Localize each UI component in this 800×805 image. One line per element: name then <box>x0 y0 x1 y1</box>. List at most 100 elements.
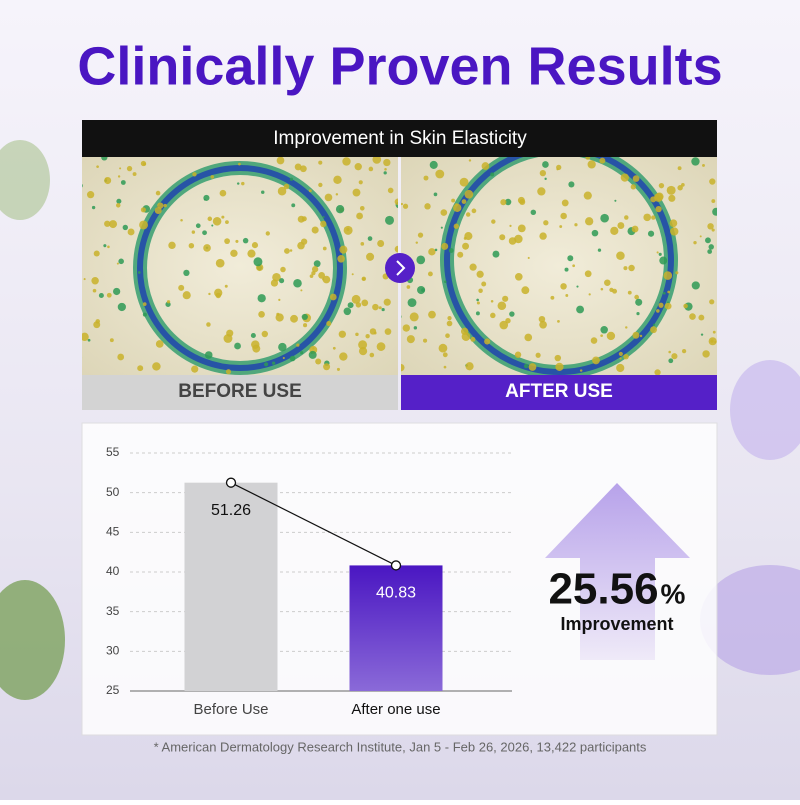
texture-dot <box>343 225 353 235</box>
texture-dot <box>105 177 108 180</box>
texture-dot <box>628 264 635 272</box>
texture-dot <box>154 206 162 215</box>
texture-dot <box>509 224 512 227</box>
texture-dot <box>441 242 449 250</box>
texture-dot <box>137 365 144 372</box>
texture-dot <box>294 163 302 171</box>
texture-dot <box>537 187 546 196</box>
texture-dot <box>539 232 547 240</box>
texture-dot <box>282 356 285 360</box>
texture-dot <box>671 353 678 360</box>
texture-dot <box>183 269 190 277</box>
texture-dot <box>132 172 137 176</box>
texture-dot <box>235 239 239 243</box>
texture-dot <box>313 260 321 268</box>
texture-dot <box>180 218 183 222</box>
texture-dot <box>372 157 382 164</box>
texture-dot <box>658 252 662 256</box>
value-label: 51.26 <box>211 502 251 519</box>
texture-dot <box>309 274 314 279</box>
texture-dot <box>238 162 241 166</box>
texture-dot <box>618 351 623 356</box>
texture-dot <box>610 226 619 235</box>
texture-dot <box>365 334 370 339</box>
texture-dot <box>335 205 345 214</box>
texture-dot <box>351 273 354 276</box>
texture-dot <box>656 309 660 313</box>
texture-dot <box>407 298 417 308</box>
texture-dot <box>655 205 662 213</box>
texture-dot <box>383 298 391 306</box>
texture-dot <box>557 320 560 323</box>
texture-dot <box>202 230 207 236</box>
texture-dot <box>588 293 591 296</box>
texture-dot <box>517 196 525 204</box>
texture-dot <box>96 165 99 169</box>
texture-dot <box>290 314 298 323</box>
texture-dot <box>115 203 121 208</box>
texture-dot <box>377 240 385 247</box>
texture-dot <box>667 290 671 294</box>
texture-dot <box>401 363 405 372</box>
texture-dot <box>82 357 83 359</box>
y-tick-label: 25 <box>106 683 120 697</box>
texture-dot <box>241 181 245 186</box>
texture-dot <box>465 212 471 217</box>
texture-dot <box>401 202 404 206</box>
texture-dot <box>265 231 270 236</box>
texture-dot <box>650 326 657 334</box>
texture-dot <box>555 362 564 371</box>
texture-dot <box>219 189 227 197</box>
texture-dot <box>597 248 602 252</box>
texture-dot <box>543 220 549 226</box>
texture-dot <box>191 365 199 373</box>
texture-dot <box>139 220 149 230</box>
callout-unit: % <box>661 578 686 609</box>
after-label-box <box>401 375 717 410</box>
texture-dot <box>609 287 614 292</box>
texture-dot <box>271 361 276 365</box>
texture-dot <box>574 223 578 227</box>
texture-dot <box>606 331 616 341</box>
texture-dot <box>143 162 147 166</box>
texture-dot <box>103 244 107 248</box>
texture-dot <box>116 198 122 204</box>
texture-dot <box>614 199 617 202</box>
texture-dot <box>279 278 285 284</box>
texture-dot <box>333 175 342 185</box>
y-tick-label: 30 <box>106 644 120 658</box>
texture-dot <box>178 284 185 291</box>
texture-dot <box>440 226 443 229</box>
texture-dot <box>137 271 141 274</box>
texture-dot <box>104 177 112 185</box>
texture-dot <box>453 223 459 229</box>
texture-dot <box>361 299 369 307</box>
y-tick-label: 55 <box>106 445 120 459</box>
texture-dot <box>394 245 398 253</box>
texture-dot <box>542 161 549 168</box>
texture-dot <box>627 290 632 295</box>
decor-leaf <box>0 580 65 700</box>
texture-dot <box>283 183 290 190</box>
texture-dot <box>335 193 339 196</box>
texture-dot <box>620 173 629 182</box>
texture-dot <box>376 342 386 351</box>
texture-dot <box>623 353 629 360</box>
texture-dot <box>299 165 307 173</box>
texture-dot <box>444 280 447 284</box>
arrow-button <box>385 253 415 283</box>
texture-dot <box>530 209 537 216</box>
texture-dot <box>264 362 269 367</box>
texture-dot <box>652 323 656 326</box>
texture-dot <box>206 322 211 327</box>
texture-dot <box>188 242 195 249</box>
texture-dot <box>308 350 317 359</box>
texture-dot <box>87 338 91 342</box>
texture-dot <box>406 285 411 289</box>
texture-dot <box>484 338 491 345</box>
texture-dot <box>296 343 300 347</box>
texture-dot <box>257 294 266 303</box>
texture-dot <box>583 191 592 200</box>
texture-dot <box>117 302 126 312</box>
texture-dot <box>654 369 661 375</box>
